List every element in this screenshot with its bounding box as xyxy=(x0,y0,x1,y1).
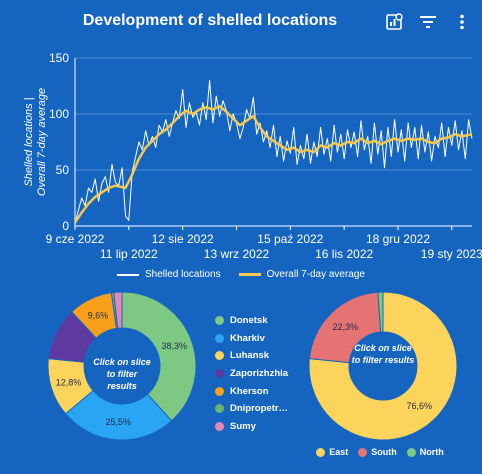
x-tick-label: 15 paź 2022 xyxy=(257,232,323,246)
donut-oblast-legend: Donetsk Kharkiv Luhansk Zaporizhzhia Khe… xyxy=(215,312,288,435)
legend-dot-sumy xyxy=(215,421,224,431)
page-title: Development of shelled locations xyxy=(82,12,338,29)
legend-item-south[interactable]: South xyxy=(358,447,397,457)
y-tick-label: 0 xyxy=(62,219,69,233)
legend-dot-dnipropetrovsk xyxy=(215,404,224,414)
legend-label-east: East xyxy=(329,447,349,457)
legend-label-donetsk: Donetsk xyxy=(230,315,268,327)
x-tick-label: 13 wrz 2022 xyxy=(204,247,270,261)
x-tick-label: 12 sie 2022 xyxy=(152,232,214,246)
legend-dot-luhansk xyxy=(215,351,224,361)
legend-label-kherson: Kherson xyxy=(230,385,269,397)
line-chart-legend: Shelled locations Overall 7-day average xyxy=(0,269,482,280)
legend-label-average: Overall 7-day average xyxy=(266,269,365,280)
legend-dot-donetsk xyxy=(215,316,224,326)
legend-item-average[interactable]: Overall 7-day average xyxy=(238,269,365,280)
series-line-average[interactable] xyxy=(73,104,473,224)
legend-item-shelled[interactable]: Shelled locations xyxy=(117,269,221,280)
legend-label-kharkiv: Kharkiv xyxy=(230,332,265,344)
legend-dot-north xyxy=(406,447,416,457)
legend-label-south: South xyxy=(371,447,397,457)
x-tick-label: 19 sty 2023 xyxy=(421,247,482,261)
legend-dot-south xyxy=(358,447,368,457)
donut-region-legend: East South North xyxy=(310,447,450,457)
legend-item-kherson[interactable]: Kherson xyxy=(215,382,288,400)
legend-dot-kharkiv xyxy=(215,333,224,343)
legend-item-zaporizhzhia[interactable]: Zaporizhzhia xyxy=(215,365,288,383)
x-tick-label: 18 gru 2022 xyxy=(366,232,430,246)
legend-dot-zaporizhzhia xyxy=(215,369,224,379)
donut-oblast-center-text: Click on slice to filter results xyxy=(93,357,151,391)
legend-dot-kherson xyxy=(215,386,224,396)
legend-swatch-average xyxy=(238,273,261,276)
x-tick-label: 11 lip 2022 xyxy=(100,247,158,261)
y-tick-label: 100 xyxy=(49,107,69,121)
legend-label-luhansk: Luhansk xyxy=(230,350,270,362)
legend-label-shelled: Shelled locations xyxy=(145,269,221,280)
legend-swatch-shelled xyxy=(117,273,139,276)
chart-settings-icon[interactable] xyxy=(382,10,406,34)
chart-toolbar xyxy=(382,10,474,34)
y-tick-label: 150 xyxy=(49,51,69,65)
donut-region-center-text: Click on slice to filter results xyxy=(351,343,415,365)
legend-label-zaporizhzhia: Zaporizhzhia xyxy=(230,368,289,380)
legend-item-luhansk[interactable]: Luhansk xyxy=(215,347,288,365)
y-axis-label: Shelled locations |Overall 7-day average xyxy=(23,88,48,196)
legend-item-sumy[interactable]: Sumy xyxy=(215,418,288,436)
x-tick-label: 9 cze 2022 xyxy=(46,232,105,246)
legend-label-sumy: Sumy xyxy=(230,420,256,432)
legend-item-north[interactable]: North xyxy=(406,447,444,457)
legend-item-donetsk[interactable]: Donetsk xyxy=(215,312,288,330)
legend-label-dnipropetrovsk: Dnipropetr… xyxy=(230,403,289,415)
legend-item-east[interactable]: East xyxy=(316,447,348,457)
legend-label-north: North xyxy=(419,447,444,457)
series-line-shelled[interactable] xyxy=(74,79,473,224)
more-vert-icon[interactable] xyxy=(450,10,474,34)
y-tick-label: 50 xyxy=(56,163,70,177)
legend-item-dnipropetrovsk[interactable]: Dnipropetr… xyxy=(215,400,288,418)
filter-icon[interactable] xyxy=(416,10,440,34)
legend-item-kharkiv[interactable]: Kharkiv xyxy=(215,330,288,348)
x-tick-label: 16 lis 2022 xyxy=(315,247,373,261)
legend-dot-east xyxy=(316,447,326,457)
